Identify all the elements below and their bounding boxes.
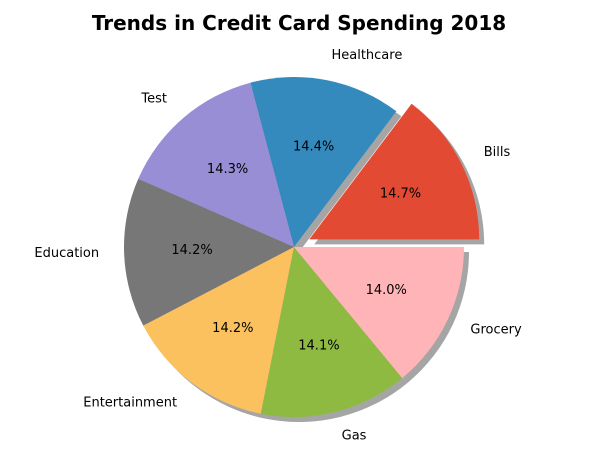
pie-labels: Bills 14.7% Healthcare 14.4% Test 14.3% Educat…	[34, 48, 522, 443]
pie-slice-bills	[309, 103, 480, 240]
pie-slice-education	[123, 178, 294, 326]
pie-slices	[123, 77, 480, 417]
chart-title: Trends in Credit Card Spending 2018	[92, 11, 506, 35]
slice-label-healthcare: Healthcare	[331, 48, 402, 63]
slice-percent-test: 14.3%	[207, 162, 248, 177]
slice-percent-gas: 14.1%	[298, 338, 339, 353]
pie-slice-gas	[260, 247, 403, 417]
slice-label-education: Education	[34, 246, 99, 261]
slice-percent-entertainment: 14.2%	[212, 321, 253, 336]
pie-slice-entertainment	[143, 247, 294, 414]
slice-label-grocery: Grocery	[470, 323, 522, 338]
slice-label-bills: Bills	[484, 145, 511, 160]
pie-slice-healthcare	[250, 77, 397, 247]
slice-percent-education: 14.2%	[171, 243, 212, 258]
slice-percent-healthcare: 14.4%	[293, 139, 334, 154]
slice-label-gas: Gas	[342, 429, 367, 444]
pie-slice-grocery	[294, 247, 464, 379]
slice-percent-bills: 14.7%	[380, 186, 421, 201]
slice-percent-grocery: 14.0%	[366, 283, 407, 298]
slice-label-test: Test	[140, 92, 167, 107]
pie-slice-test	[138, 82, 294, 247]
slice-label-entertainment: Entertainment	[83, 396, 177, 411]
